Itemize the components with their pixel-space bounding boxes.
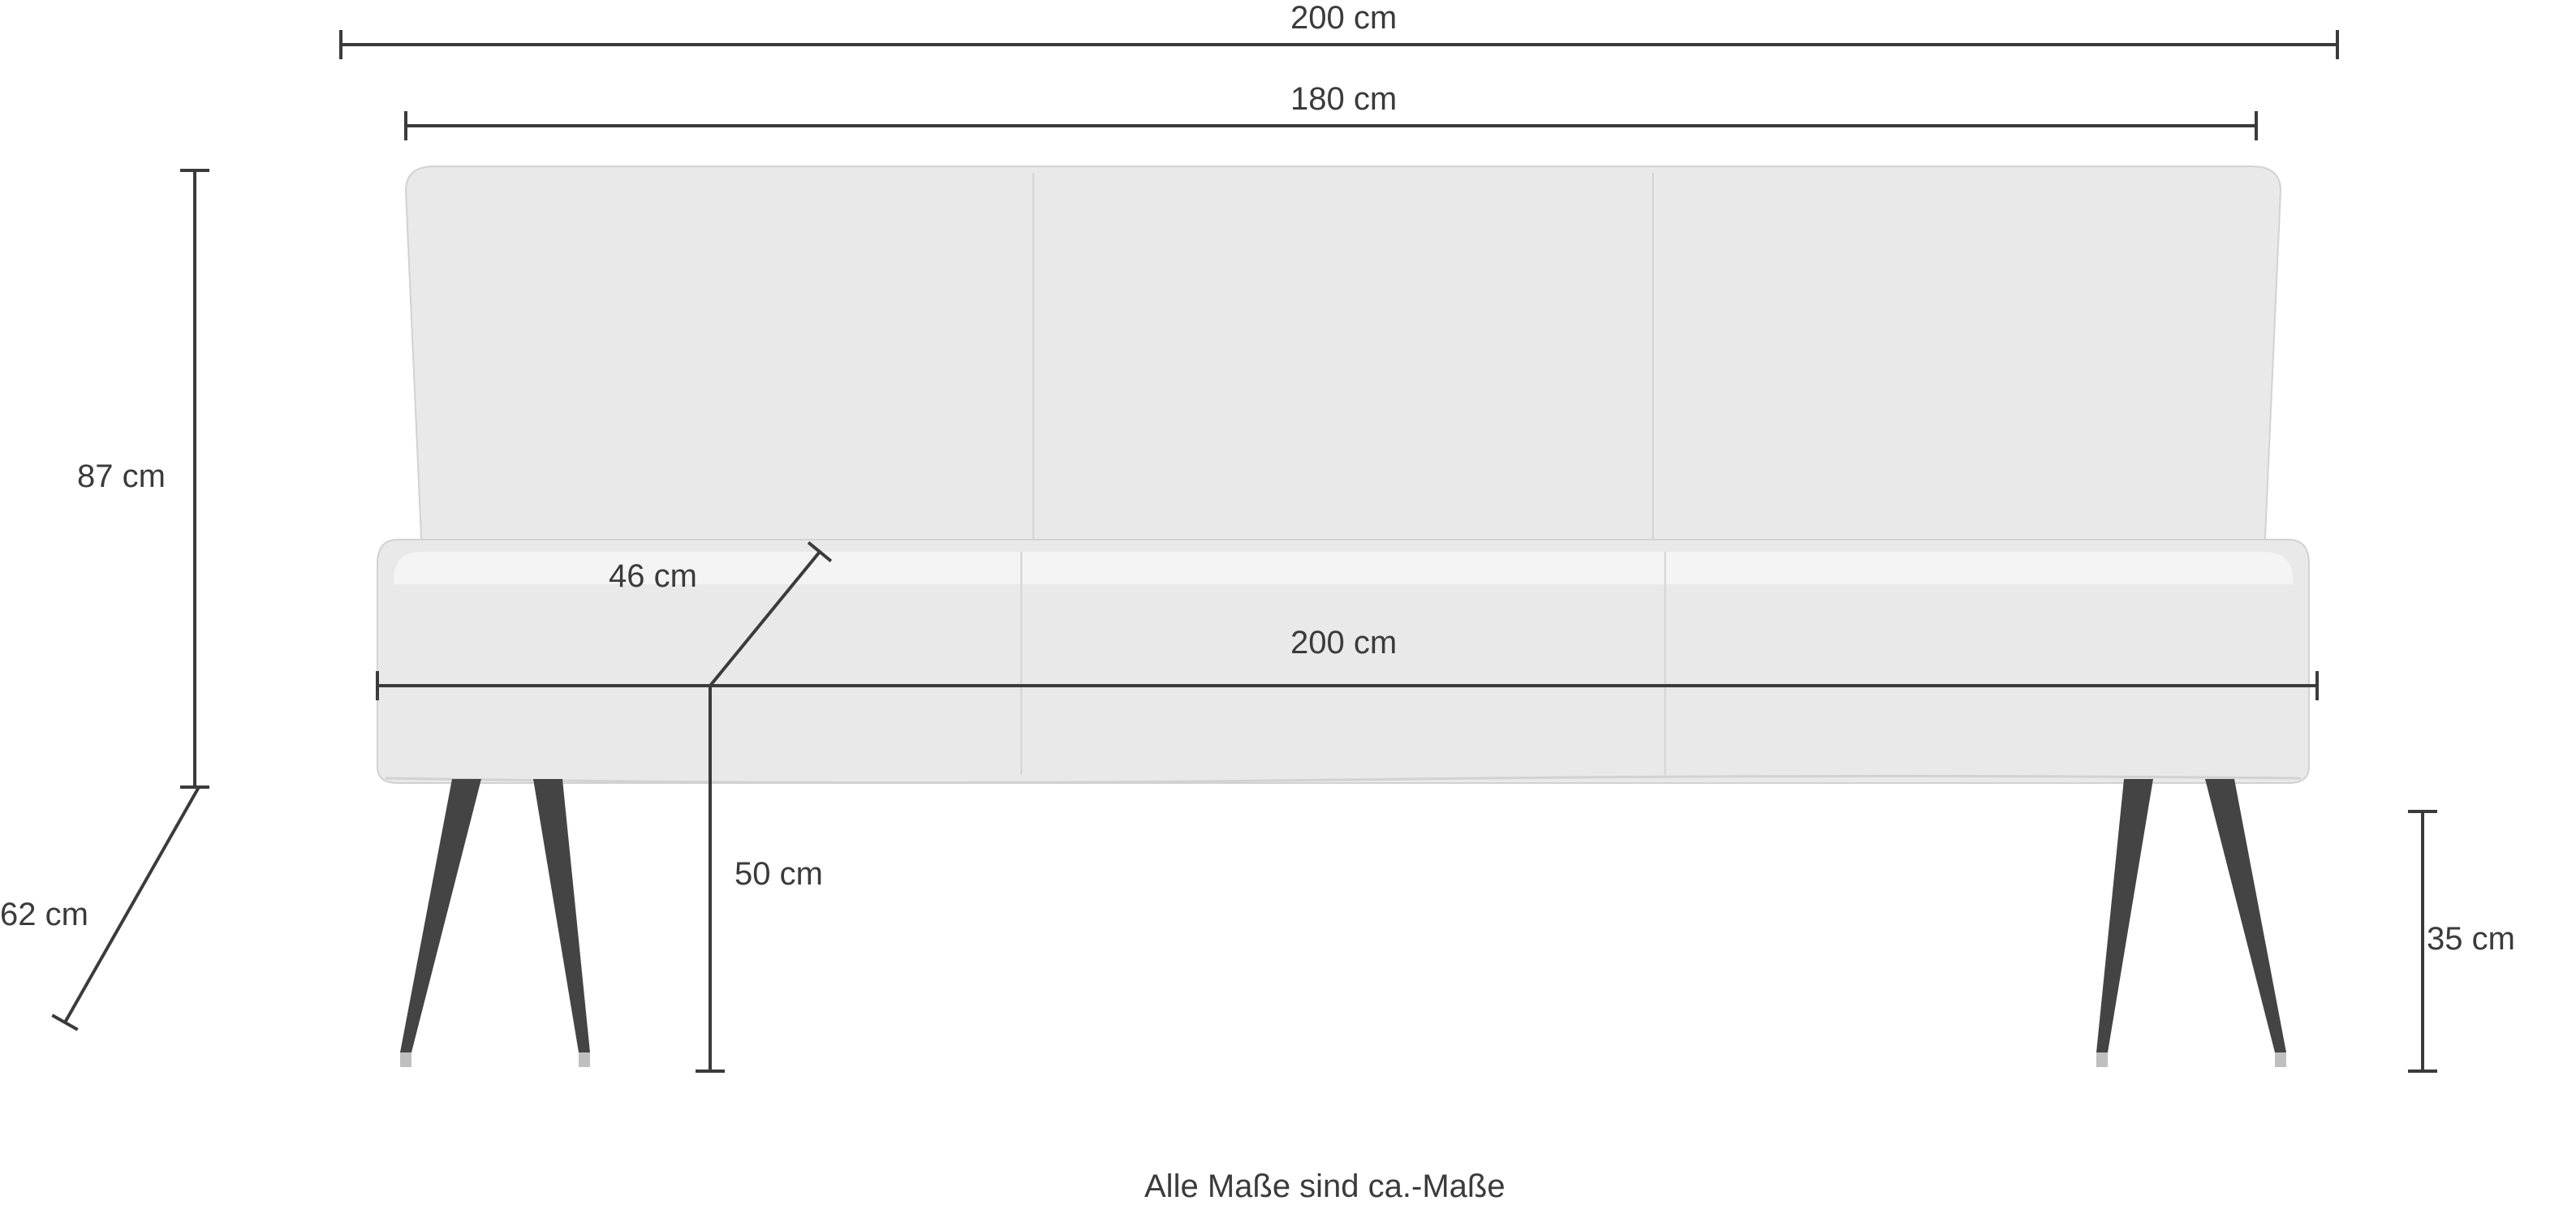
footer-note: Alle Maße sind ca.-Maße: [1144, 1169, 1506, 1205]
dim-seat-width: 200 cm: [1290, 625, 1397, 661]
dim-top-outer: 200 cm: [1290, 0, 1397, 37]
dim-seat-height: 50 cm: [734, 856, 823, 893]
dim-leg-height: 35 cm: [2427, 921, 2515, 958]
dim-top-inner: 180 cm: [1290, 81, 1397, 118]
diagram-root: 200 cm 180 cm 87 cm 62 cm 46 cm 50 cm 20…: [0, 0, 2576, 1218]
dim-seat-depth: 46 cm: [609, 558, 697, 595]
dim-depth: 62 cm: [0, 897, 88, 933]
dim-height: 87 cm: [77, 458, 166, 495]
diagram-svg: [0, 0, 2576, 1218]
